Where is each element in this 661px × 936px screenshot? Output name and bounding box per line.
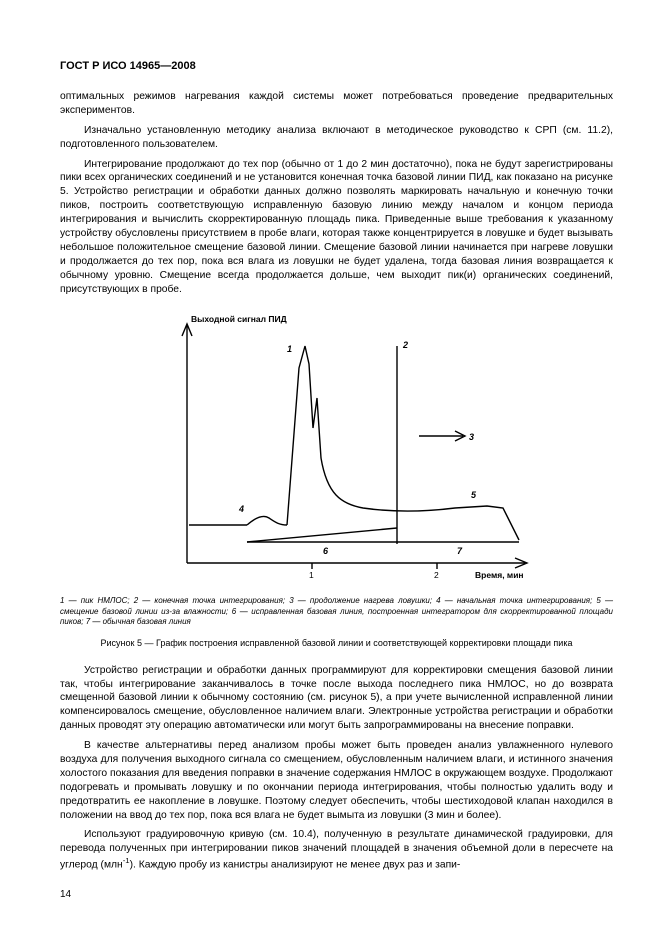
y-axis-label: Выходной сигнал ПИД xyxy=(191,314,287,324)
page-number: 14 xyxy=(60,889,613,900)
figure-caption: Рисунок 5 — График построения исправленн… xyxy=(60,638,613,648)
chart-figure-5: Выходной сигнал ПИД Время, мин 1 2 1 2 3… xyxy=(60,308,613,588)
figure-legend: 1 — пик НМЛОС; 2 — конечная точка интегр… xyxy=(60,596,613,627)
ann-2: 2 xyxy=(402,340,408,350)
paragraph-3: Интегрирование продолжают до тех пор (об… xyxy=(60,158,613,297)
chart-svg: Выходной сигнал ПИД Время, мин 1 2 1 2 3… xyxy=(127,308,547,588)
paragraph-1: оптимальных режимов нагревания каждой си… xyxy=(60,90,613,118)
paragraph-5: В качестве альтернативы перед анализом п… xyxy=(60,739,613,822)
ann-7: 7 xyxy=(457,546,463,556)
paragraph-2: Изначально установленную методику анализ… xyxy=(60,124,613,152)
doc-header: ГОСТ Р ИСО 14965—2008 xyxy=(60,60,613,72)
x-axis-label: Время, мин xyxy=(475,570,524,580)
ann-5: 5 xyxy=(471,490,477,500)
paragraph-6: Используют градуировочную кривую (см. 10… xyxy=(60,828,613,872)
x-tick-2: 2 xyxy=(434,570,439,580)
x-tick-1: 1 xyxy=(309,570,314,580)
ann-1: 1 xyxy=(287,344,292,354)
curves xyxy=(189,346,519,544)
ann-4: 4 xyxy=(238,504,244,514)
ann-3: 3 xyxy=(469,432,474,442)
page: ГОСТ Р ИСО 14965—2008 оптимальных режимо… xyxy=(0,0,661,930)
paragraph-4: Устройство регистрации и обработки данны… xyxy=(60,664,613,733)
ann-6: 6 xyxy=(323,546,329,556)
